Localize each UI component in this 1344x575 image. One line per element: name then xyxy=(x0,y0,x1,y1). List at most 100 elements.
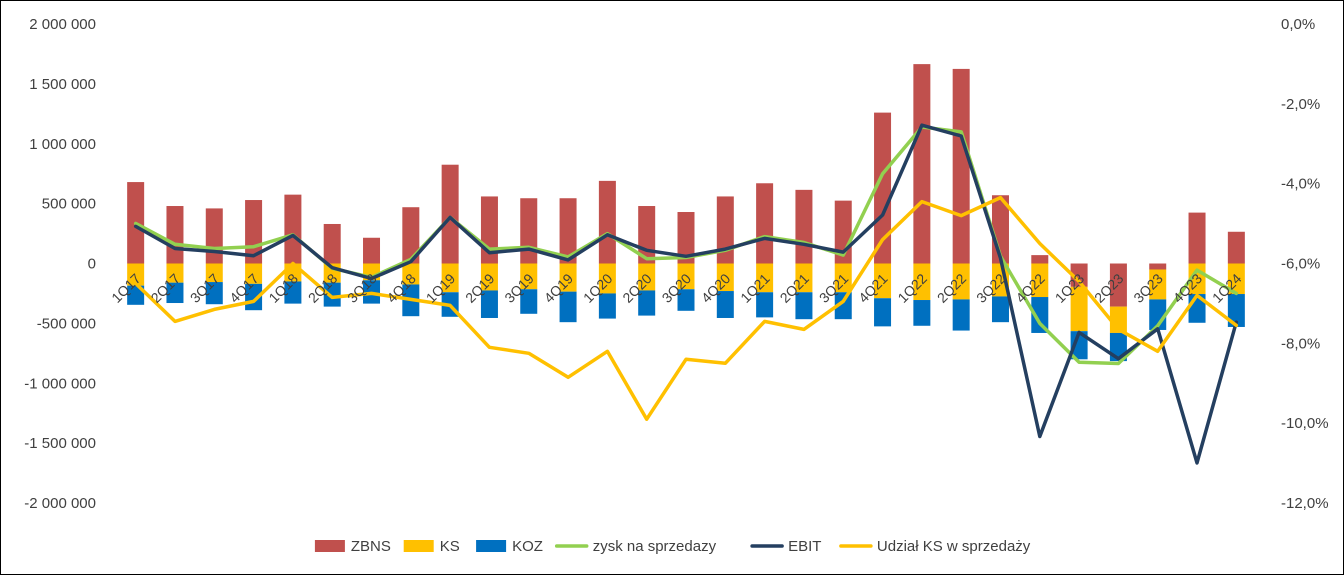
left-axis-ticks: 2 000 000 1 500 000 1 000 000 500 000 0 -500 … xyxy=(24,16,96,512)
bar-koz-3q21 xyxy=(834,292,852,320)
bar-zbns-4q18 xyxy=(402,207,420,264)
bar-zbns-4q23 xyxy=(1188,212,1206,264)
bar-ks-4q18 xyxy=(402,263,420,285)
bar-koz-1q22 xyxy=(913,300,931,326)
bar-koz-2q20 xyxy=(638,290,656,316)
bar-koz-4q19 xyxy=(559,291,577,323)
bar-ks-2q19 xyxy=(480,263,498,291)
y2-tick-label: -8,0% xyxy=(1281,335,1320,352)
bar-ks-1q19 xyxy=(441,263,459,293)
y2-tick-label: 0,0% xyxy=(1281,16,1315,33)
y2-tick-label: -12,0% xyxy=(1281,495,1329,512)
legend-swatch-koz xyxy=(476,540,507,552)
bar-zbns-2q22 xyxy=(952,68,970,264)
y-tick-label: 1 000 000 xyxy=(29,136,96,153)
bar-ks-1q22 xyxy=(913,263,931,301)
bar-koz-1q21 xyxy=(756,292,774,318)
y-tick-label: -500 000 xyxy=(37,315,96,332)
legend-label-udzial-ks-w-sprzedazy: Udział KS w sprzedaży xyxy=(877,538,1031,555)
bar-koz-2q18 xyxy=(323,282,341,307)
bar-ks-3q17 xyxy=(205,263,223,283)
bar-layer xyxy=(127,64,1245,362)
bar-ks-2q20 xyxy=(638,263,656,291)
bar-koz-2q21 xyxy=(795,292,813,320)
bar-ks-1q21 xyxy=(756,263,774,293)
bar-zbns-1q24 xyxy=(1227,231,1245,264)
line-ebit xyxy=(133,123,1239,465)
bar-koz-1q20 xyxy=(598,293,616,319)
bar-zbns-3q20 xyxy=(677,212,695,264)
legend-label-ebit: EBIT xyxy=(788,538,821,555)
y2-tick-label: -10,0% xyxy=(1281,415,1329,432)
y2-tick-label: -4,0% xyxy=(1281,176,1320,193)
line-layer xyxy=(133,123,1239,465)
bar-zbns-2q23 xyxy=(1109,263,1127,307)
bar-zbns-4q21 xyxy=(874,112,892,264)
bar-zbns-1q23 xyxy=(1070,263,1088,287)
bar-ks-2q22 xyxy=(952,263,970,300)
bar-zbns-1q18 xyxy=(284,194,302,264)
bar-koz-3q20 xyxy=(677,289,695,311)
bar-koz-2q17 xyxy=(166,282,184,304)
bar-koz-4q22 xyxy=(1031,297,1049,333)
bar-koz-3q19 xyxy=(520,289,538,314)
bar-ks-2q17 xyxy=(166,263,184,283)
y-tick-label: -1 000 000 xyxy=(24,375,96,392)
legend-label-koz: KOZ xyxy=(512,538,543,555)
bar-koz-2q22 xyxy=(952,299,970,331)
bar-zbns-1q21 xyxy=(756,183,774,264)
bar-zbns-4q20 xyxy=(716,196,734,264)
bar-zbns-3q17 xyxy=(205,208,223,264)
y-tick-label: 2 000 000 xyxy=(29,16,96,33)
bar-koz-3q17 xyxy=(205,282,223,305)
bar-zbns-2q21 xyxy=(795,189,813,264)
bar-zbns-3q23 xyxy=(1149,263,1167,270)
line-udzial-ks-w-sprzedazy xyxy=(133,195,1239,421)
bar-zbns-3q18 xyxy=(363,237,381,264)
y2-tick-label: -6,0% xyxy=(1281,256,1320,273)
bar-ks-1q17 xyxy=(127,263,145,286)
bar-ks-3q19 xyxy=(520,263,538,290)
bar-ks-2q21 xyxy=(795,263,813,293)
bar-zbns-1q22 xyxy=(913,64,931,264)
bar-ks-4q22 xyxy=(1031,263,1049,298)
bar-zbns-4q22 xyxy=(1031,255,1049,264)
bar-koz-4q20 xyxy=(716,291,734,318)
y-tick-label: 1 500 000 xyxy=(29,76,96,93)
bar-ks-3q21 xyxy=(834,263,852,293)
bar-zbns-2q17 xyxy=(166,206,184,264)
y-tick-label: -2 000 000 xyxy=(24,495,96,512)
bar-ks-4q19 xyxy=(559,263,577,292)
bar-koz-4q21 xyxy=(874,298,892,327)
bar-koz-1q17 xyxy=(127,285,145,305)
bar-zbns-1q20 xyxy=(598,180,616,264)
y2-tick-label: -2,0% xyxy=(1281,96,1320,113)
bar-ks-1q20 xyxy=(598,263,616,294)
y-tick-label: 500 000 xyxy=(42,196,96,213)
bar-ks-3q23 xyxy=(1149,269,1167,300)
right-axis-ticks: 0,0% -2,0% -4,0% -6,0% -8,0% -10,0% -12,0% xyxy=(1281,16,1329,512)
bar-ks-1q23 xyxy=(1070,286,1088,332)
bar-zbns-4q19 xyxy=(559,198,577,264)
bar-ks-4q21 xyxy=(874,263,892,299)
legend-swatch-ks xyxy=(403,540,434,552)
bar-ks-1q24 xyxy=(1227,263,1245,295)
bar-ks-4q17 xyxy=(245,263,263,284)
legend-label-ks: KS xyxy=(440,538,460,555)
legend-swatch-zbns xyxy=(314,540,345,552)
bar-ks-3q20 xyxy=(677,263,695,290)
bar-koz-2q19 xyxy=(480,290,498,318)
bar-koz-3q22 xyxy=(991,296,1009,323)
legend-label-zysk-na-sprzedazy: zysk na sprzedazy xyxy=(593,538,717,555)
bar-koz-1q23 xyxy=(1070,331,1088,360)
bar-koz-1q24 xyxy=(1227,294,1245,327)
bar-ks-4q20 xyxy=(716,263,734,292)
bar-zbns-3q19 xyxy=(520,198,538,264)
bar-koz-1q18 xyxy=(284,281,302,304)
y-tick-label: 0 xyxy=(88,256,96,273)
bar-zbns-1q19 xyxy=(441,164,459,264)
bar-zbns-2q18 xyxy=(323,223,341,264)
y-tick-label: -1 500 000 xyxy=(24,435,96,452)
